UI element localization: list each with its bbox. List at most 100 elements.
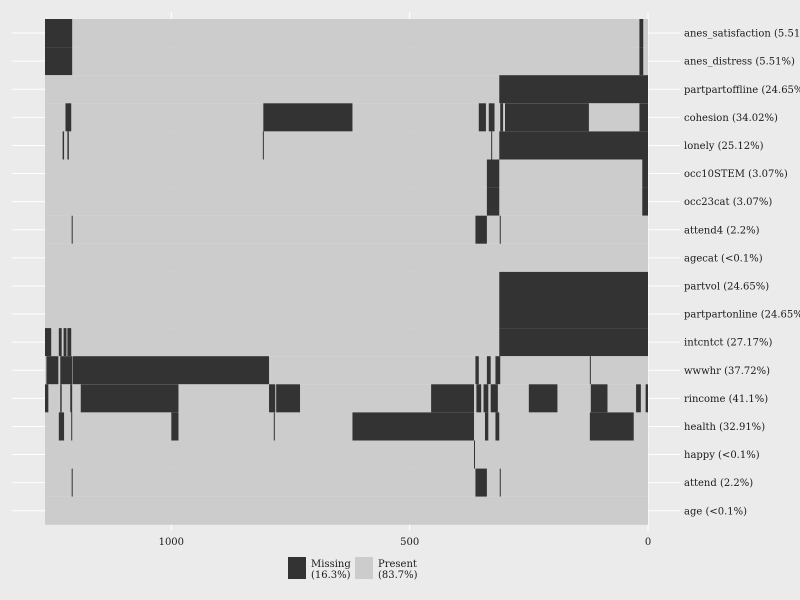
missing-segment-happy-0 xyxy=(474,440,476,469)
x-tick-label-1000: 1000 xyxy=(159,537,184,548)
row-label-attend4: attend4 (2.2%) xyxy=(684,225,760,236)
legend: Missing(16.3%) Present(83.7%) xyxy=(288,557,418,581)
row-label-partpartoffline: partpartoffline (24.65%) xyxy=(684,85,800,96)
missing-segment-intcntct-4 xyxy=(499,328,648,357)
missing-segment-occ23cat-0 xyxy=(486,187,500,216)
missing-segment-partpartonline-0 xyxy=(499,300,648,329)
present-cell-attend xyxy=(45,468,648,497)
missing-segment-wwwhr-6 xyxy=(589,356,591,385)
missing-segment-rincome-5 xyxy=(276,384,301,413)
missing-segment-rincome-10 xyxy=(528,384,558,413)
x-axis-ticks: 1000 500 0 xyxy=(159,537,652,548)
missing-segment-rincome-7 xyxy=(476,384,482,413)
missing-segment-health-3 xyxy=(273,412,275,441)
missing-segment-lonely-2 xyxy=(262,131,264,160)
row-label-health: health (32.91%) xyxy=(684,422,765,433)
missing-segment-attend-0 xyxy=(71,468,73,497)
missing-segment-wwwhr-0 xyxy=(46,356,59,385)
row-label-rincome: rincome (41.1%) xyxy=(684,394,768,405)
row-label-occ10STEM: occ10STEM (3.07%) xyxy=(684,169,788,180)
row-label-anes_satisfaction: anes_satisfaction (5.51%) xyxy=(684,29,800,40)
missing-segment-cohesion-0 xyxy=(65,103,72,132)
missing-segment-rincome-1 xyxy=(60,384,62,413)
missing-segment-lonely-1 xyxy=(67,131,69,160)
row-rincome xyxy=(45,384,648,413)
missing-segment-health-6 xyxy=(495,412,500,441)
row-partpartonline xyxy=(45,300,648,329)
row-label-agecat: agecat (<0.1%) xyxy=(684,253,763,264)
missing-segment-anes_satisfaction-1 xyxy=(639,19,644,48)
missing-segment-rincome-8 xyxy=(483,384,489,413)
missing-segment-occ10STEM-1 xyxy=(642,159,648,188)
legend-label-missing: Missing xyxy=(311,559,351,570)
row-partvol xyxy=(45,271,648,300)
missing-segment-rincome-3 xyxy=(80,384,179,413)
missing-segment-anes_distress-1 xyxy=(639,47,644,76)
row-intcntct xyxy=(45,328,648,357)
row-label-partvol: partvol (24.65%) xyxy=(684,281,769,292)
row-label-occ23cat: occ23cat (3.07%) xyxy=(684,197,772,208)
missing-segment-occ10STEM-0 xyxy=(486,159,500,188)
missing-segment-health-4 xyxy=(352,412,475,441)
missing-segment-attend4-1 xyxy=(475,215,487,244)
missing-segment-attend4-0 xyxy=(71,215,73,244)
row-label-lonely: lonely (25.12%) xyxy=(684,141,764,152)
row-label-happy: happy (<0.1%) xyxy=(684,450,760,461)
missing-segment-intcntct-1 xyxy=(58,328,62,357)
present-cell-occ23cat xyxy=(45,187,648,216)
legend-percent-missing: (16.3%) xyxy=(311,570,351,581)
legend-label-present: Present xyxy=(378,559,417,570)
missing-segment-wwwhr-2 xyxy=(72,356,270,385)
row-anes_satisfaction xyxy=(45,19,648,48)
missing-segment-cohesion-4 xyxy=(500,103,504,132)
x-tick-label-0: 0 xyxy=(645,537,651,548)
row-happy xyxy=(45,440,648,469)
row-label-age: age (<0.1%) xyxy=(684,506,747,517)
row-label-wwwhr: wwwhr (37.72%) xyxy=(684,366,770,377)
row-label-intcntct: intcntct (27.17%) xyxy=(684,338,773,349)
missing-segment-rincome-2 xyxy=(70,384,73,413)
missing-segment-health-2 xyxy=(171,412,179,441)
present-cell-age xyxy=(45,496,648,525)
legend-key-missing xyxy=(288,557,306,579)
missing-segment-lonely-0 xyxy=(62,131,65,160)
missing-segment-anes_satisfaction-0 xyxy=(45,19,73,48)
missing-segment-wwwhr-3 xyxy=(475,356,479,385)
row-label-attend: attend (2.2%) xyxy=(684,478,753,489)
missing-segment-cohesion-2 xyxy=(478,103,486,132)
row-occ10STEM xyxy=(45,159,648,188)
missing-segment-rincome-13 xyxy=(645,384,648,413)
present-cell-health xyxy=(45,412,648,441)
missing-segment-cohesion-3 xyxy=(488,103,495,132)
missing-segment-attend-1 xyxy=(475,468,487,497)
missing-segment-partvol-0 xyxy=(499,271,648,300)
missing-segment-intcntct-3 xyxy=(67,328,72,357)
present-cell-anes_satisfaction xyxy=(45,19,648,48)
missing-segment-intcntct-0 xyxy=(45,328,52,357)
missing-segment-health-7 xyxy=(589,412,634,441)
row-attend xyxy=(45,468,648,497)
missing-segment-wwwhr-5 xyxy=(495,356,501,385)
x-tick-label-500: 500 xyxy=(400,537,419,548)
missing-segment-wwwhr-4 xyxy=(486,356,491,385)
missing-segment-cohesion-6 xyxy=(639,103,648,132)
row-labels: anes_satisfaction (5.51%) anes_distress (… xyxy=(684,29,800,518)
row-label-cohesion: cohesion (34.02%) xyxy=(684,113,778,124)
row-attend4 xyxy=(45,215,648,244)
row-agecat xyxy=(45,243,648,272)
missing-segment-wwwhr-1 xyxy=(60,356,73,385)
missing-segment-health-0 xyxy=(58,412,65,441)
missing-segment-intcntct-2 xyxy=(63,328,67,357)
legend-key-present xyxy=(355,557,373,579)
missing-segment-cohesion-1 xyxy=(263,103,353,132)
row-label-anes_distress: anes_distress (5.51%) xyxy=(684,57,795,68)
row-anes_distress xyxy=(45,47,648,76)
missing-segment-health-5 xyxy=(484,412,489,441)
missing-segment-attend4-2 xyxy=(499,215,501,244)
row-cohesion xyxy=(45,103,648,132)
row-wwwhr xyxy=(45,356,648,385)
missing-segment-lonely-3 xyxy=(491,131,493,160)
row-health xyxy=(45,412,648,441)
missing-segment-rincome-12 xyxy=(636,384,641,413)
